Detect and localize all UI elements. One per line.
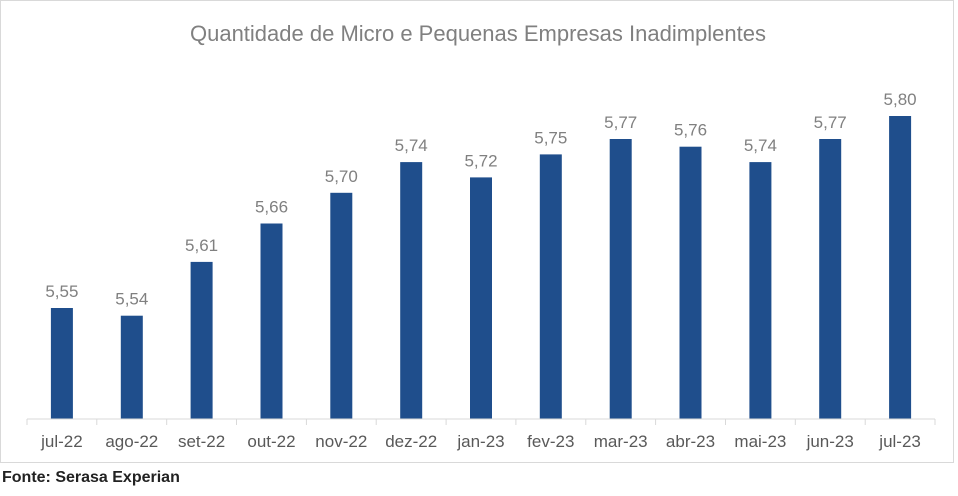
data-label-out-22: 5,66: [255, 198, 288, 217]
bar-mar-23: [609, 139, 632, 419]
x-tick-label-jul-22: jul-22: [40, 432, 83, 451]
data-label-set-22: 5,61: [185, 236, 218, 255]
data-label-fev-23: 5,75: [534, 128, 567, 147]
x-tick-label-dez-22: dez-22: [385, 432, 437, 451]
x-tick-label-ago-22: ago-22: [105, 432, 158, 451]
x-tick-label-mar-23: mar-23: [594, 432, 648, 451]
data-label-dez-22: 5,74: [395, 136, 428, 155]
chart-title: Quantidade de Micro e Pequenas Empresas …: [189, 21, 766, 46]
x-tick-label-jul-23: jul-23: [878, 432, 921, 451]
bar-abr-23: [679, 146, 702, 419]
x-tick-label-abr-23: abr-23: [666, 432, 715, 451]
x-tick-label-nov-22: nov-22: [315, 432, 367, 451]
data-label-ago-22: 5,54: [115, 290, 148, 309]
data-label-nov-22: 5,70: [325, 167, 358, 186]
x-tick-label-out-22: out-22: [247, 432, 295, 451]
source-note: Fonte: Serasa Experian: [2, 469, 180, 486]
x-tick-label-fev-23: fev-23: [527, 432, 574, 451]
data-label-jul-23: 5,80: [884, 90, 917, 109]
bar-mai-23: [749, 162, 772, 419]
bar-out-22: [260, 223, 283, 419]
bar-set-22: [190, 261, 213, 419]
bar-jul-23: [889, 116, 912, 419]
bar-chart: 5,55 5,54 5,61 5,66 5,70 5,74 5,72 5,75 5,77 5,76…: [26, 90, 936, 451]
data-label-mai-23: 5,74: [744, 136, 777, 155]
bar-fev-23: [539, 154, 562, 419]
data-label-abr-23: 5,76: [674, 121, 707, 140]
data-label-mar-23: 5,77: [604, 113, 637, 132]
data-label-jul-22: 5,55: [45, 282, 78, 301]
bar-nov-22: [330, 192, 353, 419]
data-label-jan-23: 5,72: [464, 151, 497, 170]
data-label-jun-23: 5,77: [814, 113, 847, 132]
bar-ago-22: [120, 315, 143, 419]
bar-jul-22: [50, 308, 73, 419]
bar-jun-23: [819, 139, 842, 419]
bar-jan-23: [470, 177, 492, 419]
x-tick-label-mai-23: mai-23: [734, 432, 786, 451]
x-tick-label-set-22: set-22: [178, 432, 225, 451]
bar-dez-22: [400, 162, 423, 419]
x-tick-label-jun-23: jun-23: [806, 432, 854, 451]
chart-frame: Quantidade de Micro e Pequenas Empresas …: [0, 0, 954, 463]
x-tick-label-jan-23: jan-23: [456, 432, 504, 451]
